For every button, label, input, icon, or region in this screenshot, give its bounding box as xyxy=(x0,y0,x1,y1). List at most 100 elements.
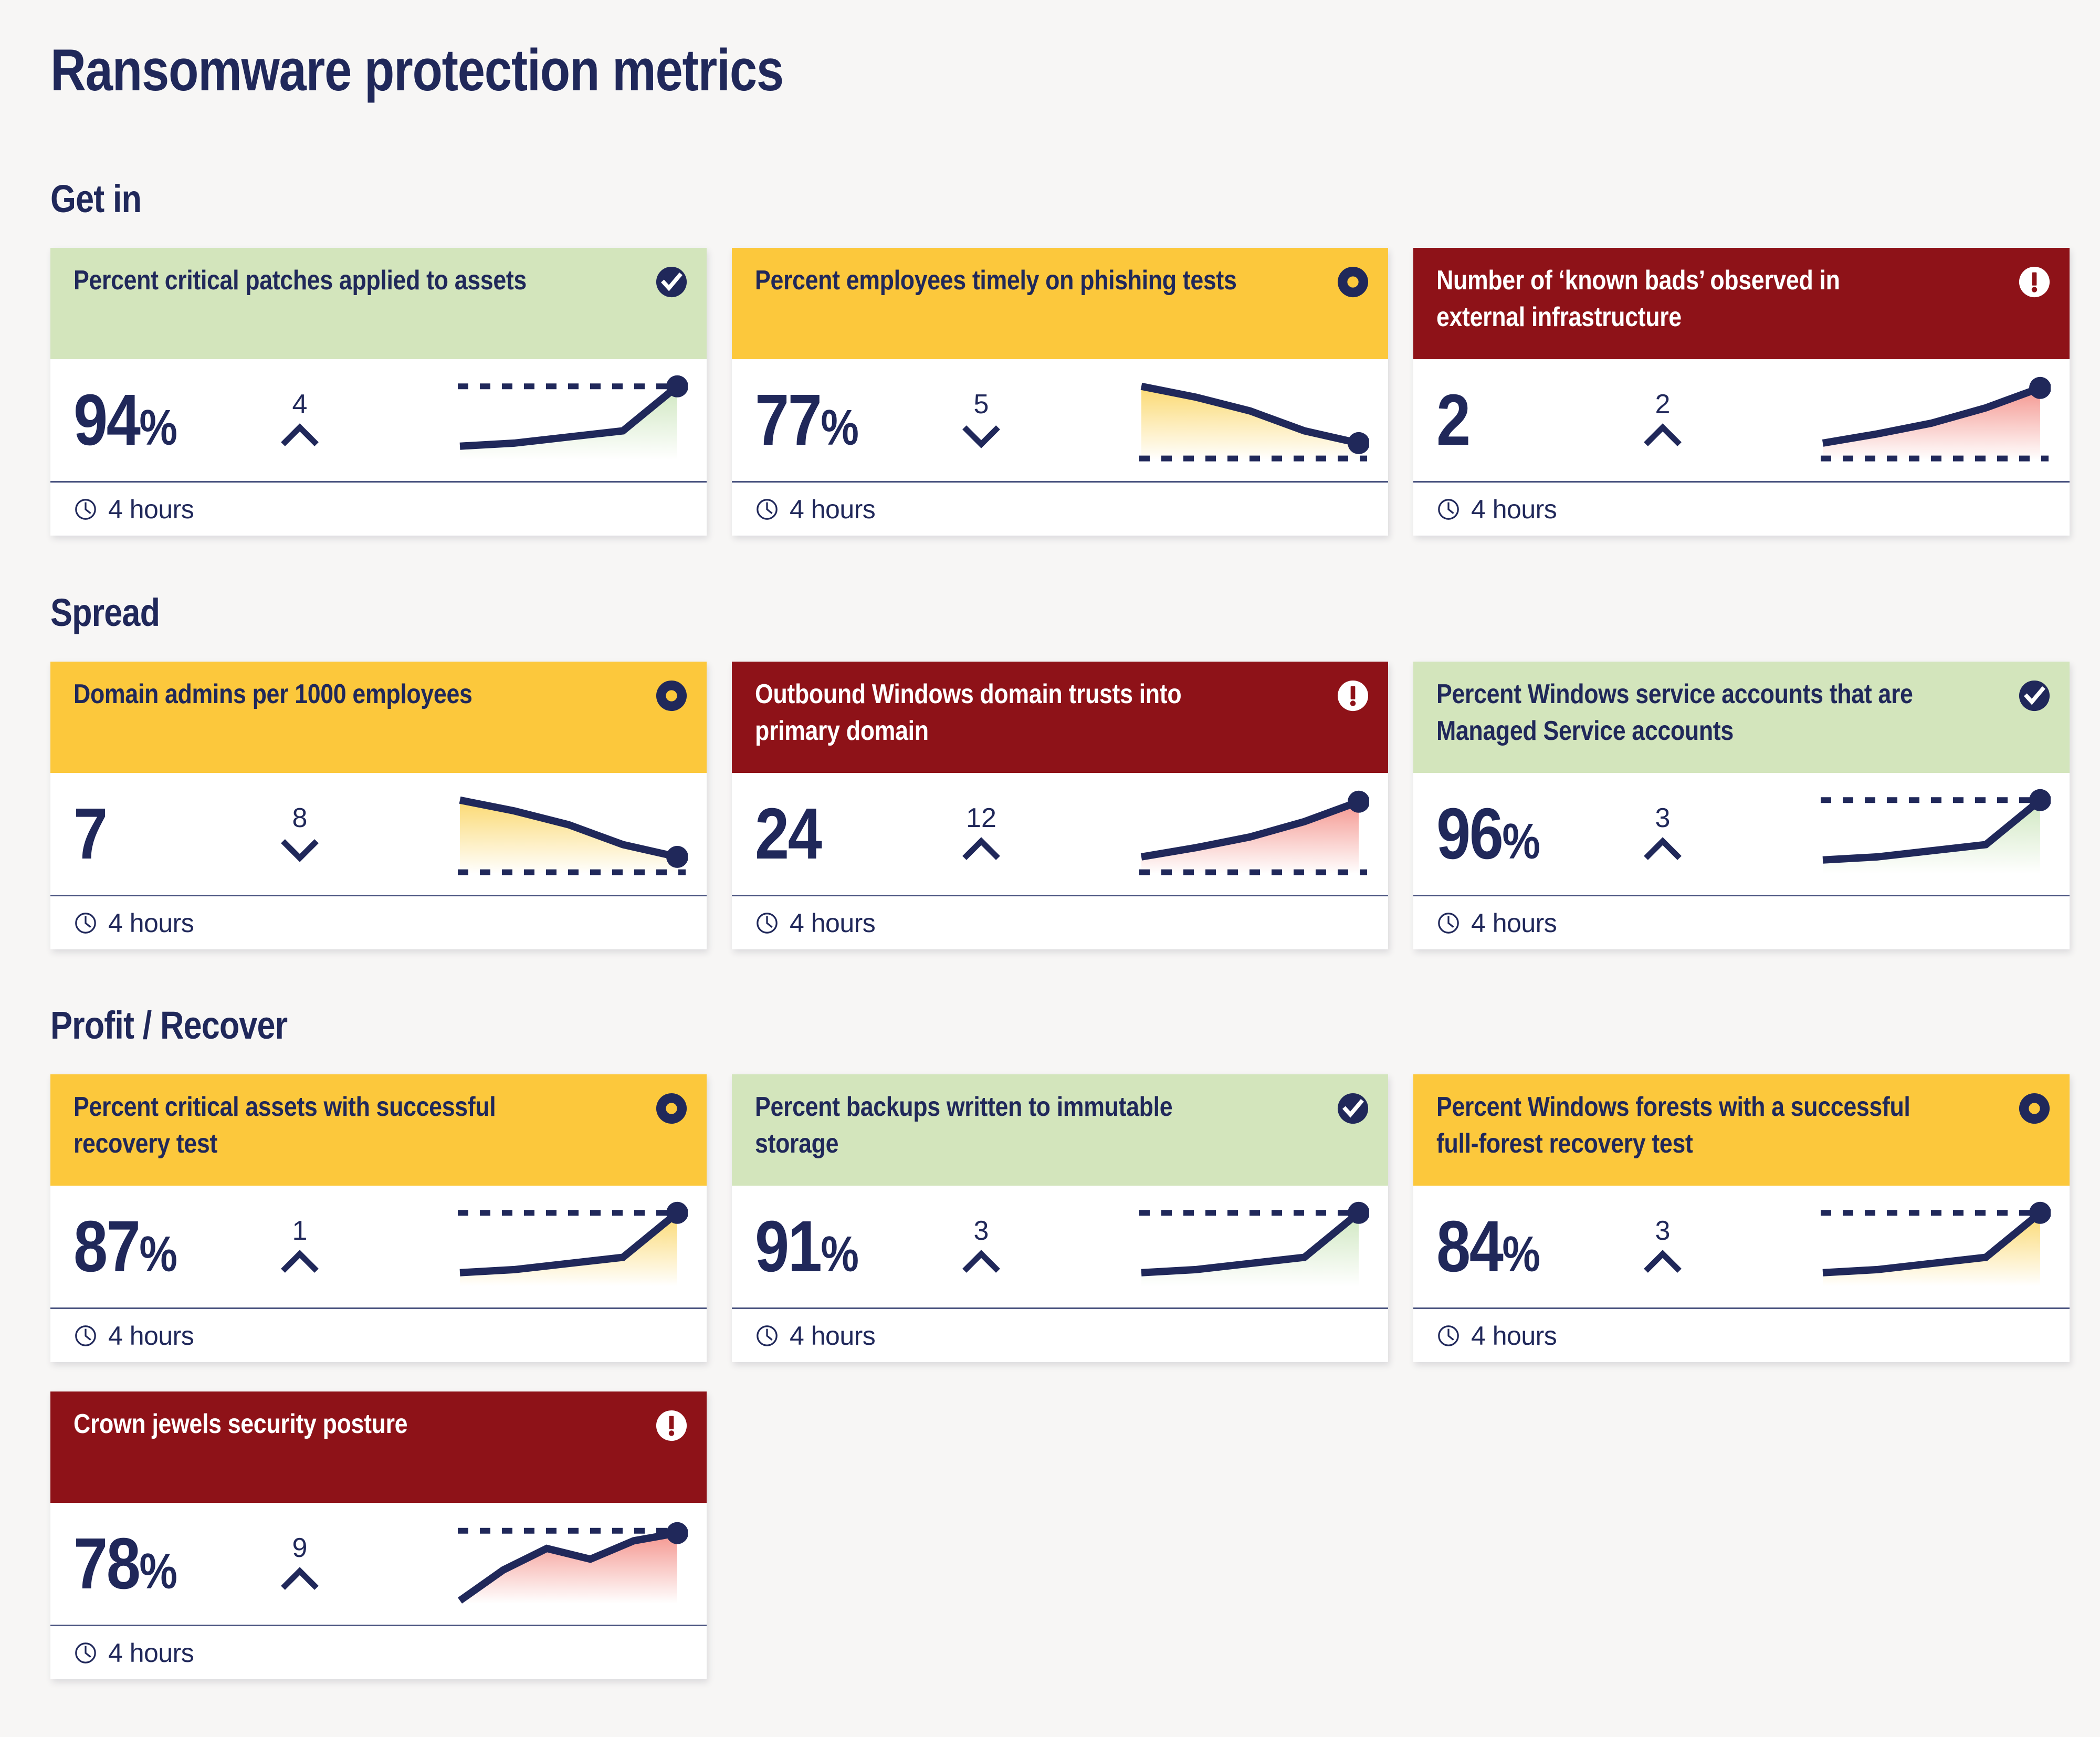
sparkline[interactable] xyxy=(1820,374,2051,466)
delta-value: 9 xyxy=(292,1533,308,1563)
sparkline[interactable] xyxy=(1138,374,1369,466)
dot-circle-icon xyxy=(656,680,687,711)
sparkline-area xyxy=(460,800,677,874)
card-footer: 4 hours xyxy=(732,895,1388,949)
sparkline-endpoint-dot xyxy=(1348,1201,1369,1224)
card-body: 84% 3 xyxy=(1413,1186,2070,1307)
metric-card[interactable]: Domain admins per 1000 employees 7 8 xyxy=(50,662,707,949)
card-header: Percent Windows service accounts that ar… xyxy=(1413,662,2070,773)
card-title: Crown jewels security posture xyxy=(74,1409,408,1439)
sparkline-chart xyxy=(1821,1201,2051,1286)
chevron-up-icon xyxy=(962,1250,1000,1273)
metric-card[interactable]: Number of ‘known bads’ observed in exter… xyxy=(1413,248,2070,536)
sparkline-line xyxy=(1822,1210,2043,1276)
clock-icon xyxy=(75,1642,96,1663)
refresh-interval-label: 4 hours xyxy=(108,1638,194,1668)
sparkline[interactable] xyxy=(457,788,688,880)
sparkline-chart xyxy=(458,375,688,460)
delta-block: 3 xyxy=(1597,804,1728,863)
chevron-up-icon xyxy=(1644,1250,1682,1273)
card-title: Percent Windows service accounts that ar… xyxy=(1436,679,1913,746)
sparkline-area xyxy=(1823,1212,2040,1286)
delta-block: 3 xyxy=(916,1217,1047,1276)
card-title: Outbound Windows domain trusts into prim… xyxy=(755,679,1182,746)
card-header: Percent employees timely on phishing tes… xyxy=(732,248,1388,359)
card-header: Outbound Windows domain trusts into prim… xyxy=(732,662,1388,773)
card-footer: 4 hours xyxy=(50,1625,707,1679)
card-header: Crown jewels security posture xyxy=(50,1391,707,1503)
clock-icon xyxy=(1438,912,1459,934)
sparkline-endpoint-dot xyxy=(1348,790,1369,813)
alert-circle-icon xyxy=(2019,266,2050,298)
metric-card[interactable]: Percent Windows service accounts that ar… xyxy=(1413,662,2070,949)
metric-value: 77% xyxy=(755,380,859,461)
sparkline-line xyxy=(1822,384,2042,447)
delta-value: 5 xyxy=(973,389,989,420)
chevron-up-icon xyxy=(962,837,1000,860)
sparkline-area xyxy=(460,1212,677,1286)
card-title: Percent backups written to immutable sto… xyxy=(755,1092,1173,1159)
sparkline[interactable] xyxy=(1138,788,1369,880)
bottom-spacer xyxy=(0,1679,2100,1737)
card-row-spread: Domain admins per 1000 employees 7 8 xyxy=(0,662,2100,949)
refresh-interval-label: 4 hours xyxy=(1471,1321,1557,1351)
chevron-up-icon xyxy=(281,423,319,446)
clock-icon xyxy=(75,498,96,520)
refresh-interval-label: 4 hours xyxy=(108,494,194,524)
card-header: Percent backups written to immutable sto… xyxy=(732,1074,1388,1186)
metric-value: 2 xyxy=(1436,380,1471,461)
clock-icon xyxy=(75,1325,96,1346)
dot-circle-icon xyxy=(656,1093,687,1124)
card-title: Number of ‘known bads’ observed in exter… xyxy=(1436,265,1840,332)
page-title: Ransomware protection metrics xyxy=(50,37,784,103)
card-header: Domain admins per 1000 employees xyxy=(50,662,707,773)
card-header: Percent Windows forests with a successfu… xyxy=(1413,1074,2070,1186)
chevron-down-icon xyxy=(962,425,1000,448)
metric-card[interactable]: Percent Windows forests with a successfu… xyxy=(1413,1074,2070,1362)
metric-card[interactable]: Percent critical assets with successful … xyxy=(50,1074,707,1362)
sparkline[interactable] xyxy=(457,1200,688,1293)
refresh-interval-label: 4 hours xyxy=(108,908,194,938)
check-circle-icon xyxy=(1337,1093,1369,1124)
delta-value: 3 xyxy=(1655,1216,1671,1246)
sparkline-chart xyxy=(458,796,688,875)
card-body: 87% 1 xyxy=(50,1186,707,1307)
clock-icon xyxy=(757,1325,778,1346)
metric-card[interactable]: Crown jewels security posture 78% 9 xyxy=(50,1391,707,1679)
card-footer: 4 hours xyxy=(1413,1307,2070,1362)
metric-card[interactable]: Percent critical patches applied to asse… xyxy=(50,248,707,536)
refresh-interval-label: 4 hours xyxy=(790,494,876,524)
metric-card[interactable]: Outbound Windows domain trusts into prim… xyxy=(732,662,1388,949)
sparkline-area xyxy=(1823,800,2040,874)
card-body: 96% 3 xyxy=(1413,773,2070,895)
card-footer: 4 hours xyxy=(1413,895,2070,949)
sparkline-endpoint-dot xyxy=(2029,1201,2051,1224)
sparkline-line xyxy=(1140,798,1360,861)
delta-block: 3 xyxy=(1597,1217,1728,1276)
card-title: Percent Windows forests with a successfu… xyxy=(1436,1092,1910,1159)
sparkline-endpoint-dot xyxy=(2029,376,2051,399)
sparkline[interactable] xyxy=(457,374,688,466)
sparkline-endpoint-dot xyxy=(666,1522,688,1544)
delta-block: 9 xyxy=(234,1534,365,1593)
sparkline[interactable] xyxy=(1820,1200,2051,1293)
sparkline-area xyxy=(460,1533,677,1604)
sparkline[interactable] xyxy=(1138,1200,1369,1293)
clock-icon xyxy=(1438,1325,1459,1346)
delta-value: 3 xyxy=(973,1216,989,1246)
card-row-profit-recover-overflow: Crown jewels security posture 78% 9 xyxy=(0,1391,2100,1679)
sparkline-endpoint-dot xyxy=(2029,789,2051,811)
sparkline[interactable] xyxy=(457,1518,688,1610)
sparkline-area xyxy=(460,386,677,460)
metric-card[interactable]: Percent employees timely on phishing tes… xyxy=(732,248,1388,536)
sparkline-chart xyxy=(1139,1201,1369,1286)
card-body: 78% 9 xyxy=(50,1503,707,1625)
chevron-up-icon xyxy=(281,1567,319,1590)
card-title: Domain admins per 1000 employees xyxy=(74,679,472,709)
card-title: Percent critical assets with successful … xyxy=(74,1092,496,1159)
metric-card[interactable]: Percent backups written to immutable sto… xyxy=(732,1074,1388,1362)
sparkline[interactable] xyxy=(1820,788,2051,880)
sparkline-chart xyxy=(1139,382,1369,462)
refresh-interval-label: 4 hours xyxy=(1471,908,1557,938)
delta-block: 2 xyxy=(1597,391,1728,449)
